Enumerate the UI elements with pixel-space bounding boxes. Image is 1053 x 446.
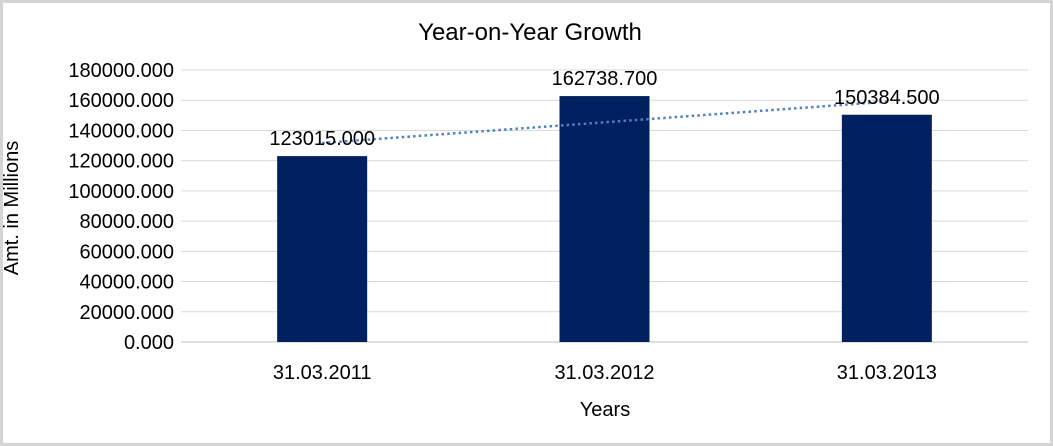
y-tick-label: 140000.000 [68, 120, 174, 142]
y-tick-label: 160000.000 [68, 90, 174, 112]
chart-title: Year-on-Year Growth [418, 19, 642, 46]
category-label: 31.03.2011 [273, 362, 372, 384]
y-tick-labels-layer: 0.000 20000.000 40000.000 60000.000 80000.00… [68, 60, 174, 354]
x-axis-title: Years [580, 399, 630, 421]
y-tick-label: 80000.000 [79, 211, 174, 233]
y-tick-label: 180000.000 [68, 60, 174, 82]
y-tick-label: 20000.000 [79, 302, 174, 324]
bar-31.03.2012 [559, 96, 650, 342]
bar-data-label: 162738.700 [552, 68, 658, 90]
bar-data-label: 123015.000 [269, 128, 375, 150]
bar-31.03.2013 [841, 114, 932, 342]
bar-data-label: 150384.500 [834, 87, 940, 109]
y-axis-title: Amt. in Millions [3, 141, 23, 275]
data-labels-layer: 123015.000 162738.700 150384.500 [269, 68, 939, 150]
y-tick-label: 0.000 [124, 332, 174, 354]
category-labels-layer: 31.03.2011 31.03.2012 31.03.2013 [273, 362, 937, 384]
bars-layer [277, 96, 932, 342]
bar-31.03.2011 [277, 156, 368, 342]
y-tick-label: 40000.000 [79, 272, 174, 294]
category-label: 31.03.2012 [554, 362, 654, 384]
y-tick-label: 100000.000 [68, 181, 174, 203]
chart-canvas: 0.000 20000.000 40000.000 60000.000 80000.00… [3, 19, 1028, 421]
category-label: 31.03.2013 [837, 362, 937, 384]
y-tick-label: 120000.000 [68, 151, 174, 173]
y-tick-label: 60000.000 [79, 241, 174, 263]
